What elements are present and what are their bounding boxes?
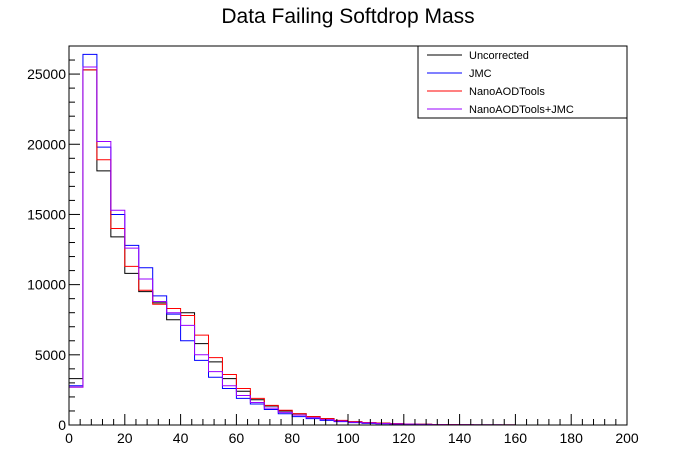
legend-label-0: Uncorrected bbox=[469, 50, 529, 62]
series-line-2 bbox=[68, 69, 627, 426]
y-tick-label: 25000 bbox=[27, 66, 66, 82]
x-tick-label: 80 bbox=[284, 430, 300, 446]
x-tick-label: 100 bbox=[336, 430, 360, 446]
legend-label-3: NanoAODTools+JMC bbox=[469, 104, 574, 116]
x-tick-label: 160 bbox=[504, 430, 528, 446]
x-tick-label: 140 bbox=[448, 430, 472, 446]
series-line-0 bbox=[68, 69, 627, 426]
x-tick-label: 200 bbox=[615, 430, 639, 446]
y-tick-label: 5000 bbox=[35, 347, 66, 363]
series-line-3 bbox=[68, 66, 627, 426]
x-tick-label: 0 bbox=[65, 430, 73, 446]
y-tick-label: 0 bbox=[58, 417, 66, 433]
chart-title: Data Failing Softdrop Mass bbox=[221, 5, 474, 28]
legend-label-2: NanoAODTools bbox=[469, 86, 545, 98]
legend-label-1: JMC bbox=[469, 68, 492, 80]
legend-box bbox=[417, 45, 628, 119]
legend: Uncorrected JMC NanoAODTools NanoAODTools+J… bbox=[417, 45, 628, 119]
axes-group: 0 20 40 60 80 100 120 140 160 180 200 0 5000 10000 150… bbox=[27, 45, 639, 446]
x-tick-label: 60 bbox=[229, 430, 245, 446]
x-tick-label: 180 bbox=[560, 430, 584, 446]
y-tick-label: 15000 bbox=[27, 206, 66, 222]
x-tick-label: 20 bbox=[117, 430, 133, 446]
x-tick-label: 40 bbox=[173, 430, 189, 446]
x-tick-label: 120 bbox=[392, 430, 416, 446]
y-tick-label: 10000 bbox=[27, 277, 66, 293]
y-tick-label: 20000 bbox=[27, 136, 66, 152]
